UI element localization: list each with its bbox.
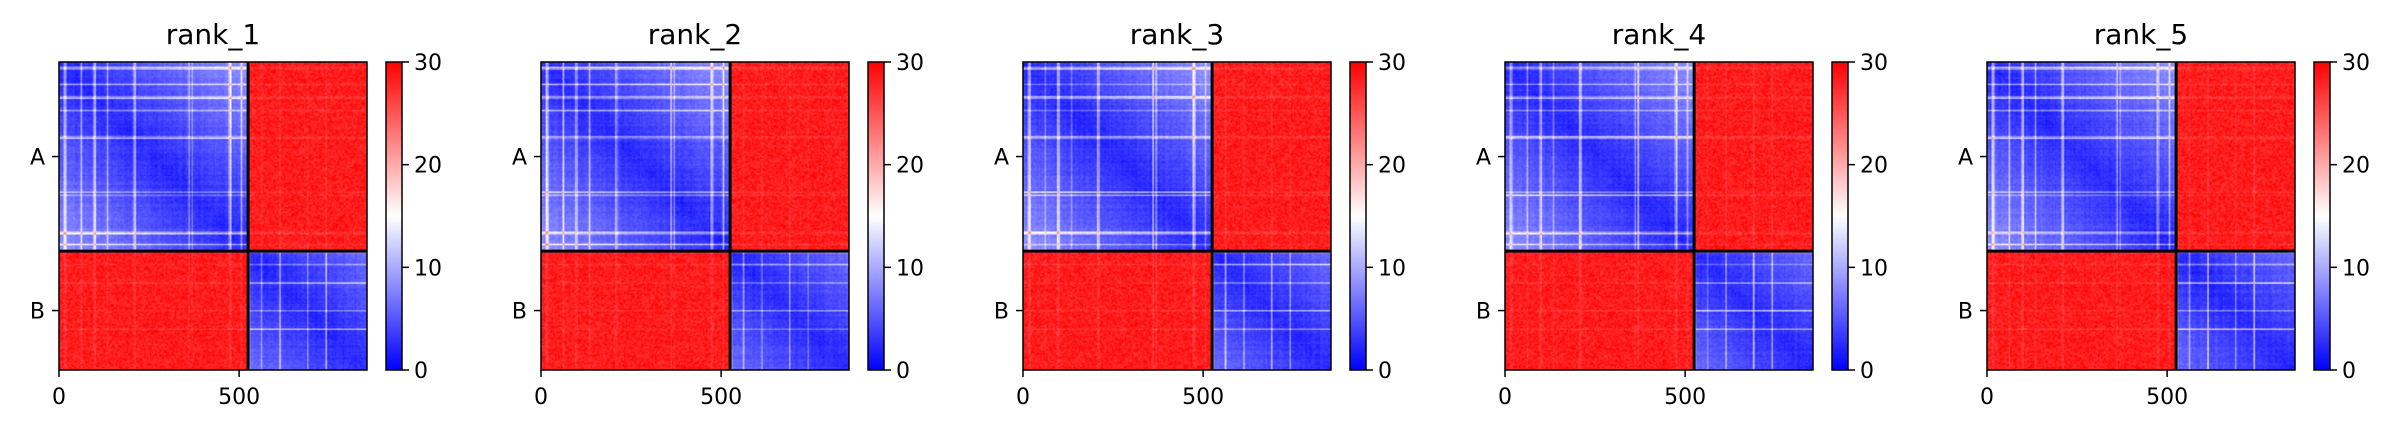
axes-frame xyxy=(58,61,368,371)
panel-title: rank_5 xyxy=(2094,18,2188,51)
heatmap-image xyxy=(1023,62,1331,370)
colorbar-tick-label: 10 xyxy=(1860,256,1888,281)
panel-title: rank_1 xyxy=(166,18,260,51)
chain-label: A xyxy=(1958,146,1973,171)
colorbar-tick-label: 0 xyxy=(896,359,910,384)
colorbar-tick-label: 30 xyxy=(1860,51,1888,76)
chain-label: B xyxy=(994,300,1009,325)
colorbar-tick-label: 0 xyxy=(2342,359,2356,384)
colorbar xyxy=(867,61,885,371)
heatmap-panel-1: rank_1 0 500 A B 0 10 20 30 xyxy=(30,18,442,410)
colorbar xyxy=(1831,61,1849,371)
x-tick-label: 0 xyxy=(1498,385,1512,410)
heatmap-panel-4: rank_4 0 500 A B 0 10 20 30 xyxy=(1476,18,1888,410)
axes-frame xyxy=(540,61,850,371)
colorbar-tick-label: 10 xyxy=(1378,256,1406,281)
axes-frame xyxy=(1504,61,1814,371)
heatmap-image xyxy=(59,62,367,370)
heatmap-panel-2: rank_2 0 500 A B 0 10 20 30 xyxy=(512,18,924,410)
colorbar-tick-label: 30 xyxy=(2342,51,2370,76)
x-tick-label: 0 xyxy=(1016,385,1030,410)
colorbar-tick-label: 0 xyxy=(414,359,428,384)
x-tick-label: 500 xyxy=(2146,385,2188,410)
heatmap-image xyxy=(1987,62,2295,370)
chain-label: B xyxy=(30,300,45,325)
x-tick-label: 500 xyxy=(218,385,260,410)
x-tick-label: 500 xyxy=(1664,385,1706,410)
heatmap-panel-5: rank_5 0 500 A B 0 10 20 30 xyxy=(1958,18,2370,410)
colorbar-tick-label: 20 xyxy=(414,154,442,179)
chain-label: A xyxy=(30,146,45,171)
colorbar-tick-label: 10 xyxy=(896,256,924,281)
x-tick-label: 500 xyxy=(1182,385,1224,410)
colorbar-tick-label: 0 xyxy=(1860,359,1874,384)
chain-label: B xyxy=(512,300,527,325)
panel-title: rank_3 xyxy=(1130,18,1224,51)
colorbar-tick-label: 10 xyxy=(414,256,442,281)
colorbar-tick-label: 10 xyxy=(2342,256,2370,281)
chain-label: A xyxy=(1476,146,1491,171)
chain-label: B xyxy=(1958,300,1973,325)
axes-frame xyxy=(1022,61,1332,371)
heatmap-image xyxy=(1505,62,1813,370)
heatmap-panel-3: rank_3 0 500 A B 0 10 20 30 xyxy=(994,18,1406,410)
colorbar-tick-label: 20 xyxy=(2342,154,2370,179)
colorbar-tick-label: 20 xyxy=(1378,154,1406,179)
chain-label: A xyxy=(512,146,527,171)
panel-title: rank_2 xyxy=(648,18,742,51)
axes-frame xyxy=(1986,61,2296,371)
x-tick-label: 0 xyxy=(52,385,66,410)
colorbar-tick-label: 20 xyxy=(1860,154,1888,179)
colorbar-tick-label: 0 xyxy=(1378,359,1392,384)
colorbar-tick-label: 30 xyxy=(896,51,924,76)
x-tick-label: 0 xyxy=(1980,385,1994,410)
x-tick-label: 0 xyxy=(534,385,548,410)
x-tick-label: 500 xyxy=(700,385,742,410)
colorbar xyxy=(385,61,403,371)
colorbar-tick-label: 30 xyxy=(1378,51,1406,76)
heatmap-image xyxy=(541,62,849,370)
panel-title: rank_4 xyxy=(1612,18,1706,51)
colorbar xyxy=(1349,61,1367,371)
chain-label: A xyxy=(994,146,1009,171)
colorbar-tick-label: 20 xyxy=(896,154,924,179)
chain-label: B xyxy=(1476,300,1491,325)
colorbar-tick-label: 30 xyxy=(414,51,442,76)
colorbar xyxy=(2313,61,2331,371)
